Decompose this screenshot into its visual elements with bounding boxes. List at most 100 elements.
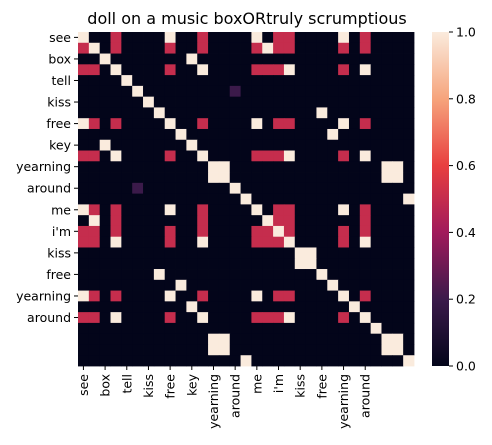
heatmap-cell [110,344,122,356]
heatmap-cell [121,204,133,216]
heatmap-cell [392,344,404,356]
heatmap-cell [99,182,111,195]
heatmap-cell [132,279,144,291]
heatmap-cell [251,128,263,141]
heatmap-cell [403,344,415,356]
heatmap-cell [175,96,187,108]
heatmap-cell [197,215,209,227]
heatmap-cell [327,193,339,205]
heatmap-cell [370,322,382,335]
heatmap-cell [197,236,209,248]
heatmap-cell [121,75,133,87]
heatmap-cell [348,344,361,356]
heatmap-cell [262,290,274,302]
heatmap-cell [218,279,231,291]
heatmap-cell [305,204,317,216]
heatmap-cell [229,128,241,141]
heatmap-cell [218,204,231,216]
heatmap-cell [316,312,328,324]
heatmap-cell [338,258,350,270]
heatmap-cell [273,333,285,345]
heatmap-cell [316,301,328,313]
heatmap-cell [186,118,198,130]
heatmap-cell [240,182,252,195]
heatmap-cell [262,258,274,270]
heatmap-cell [78,42,90,54]
heatmap-cell [403,75,415,87]
heatmap-cell [78,32,90,44]
heatmap-cell [381,301,393,313]
heatmap-cell [110,139,122,151]
heatmap-cell [218,118,231,130]
x-tick-label: tell [119,374,134,394]
heatmap-cell [186,247,198,259]
heatmap-cell [132,96,144,108]
heatmap-cell [294,269,307,281]
heatmap-cell [327,269,339,281]
heatmap-cell [327,42,339,54]
heatmap-cell [175,236,187,248]
heatmap-cell [370,290,382,302]
heatmap-cell [370,53,382,65]
y-tick-label: kiss [47,95,71,110]
heatmap-cell [240,118,252,130]
heatmap-cell [348,118,361,130]
heatmap-cell [208,42,220,54]
heatmap-cell [403,32,415,44]
heatmap-cell [240,355,252,367]
heatmap-cell [99,118,111,130]
heatmap-cell [338,182,350,195]
heatmap-cell [262,344,274,356]
heatmap-cell [370,204,382,216]
heatmap-cell [121,215,133,227]
heatmap-cell [208,290,220,302]
heatmap-cell [143,64,155,76]
heatmap-cell [359,128,372,141]
y-tick-label: box [48,51,71,66]
heatmap-cell [392,53,404,65]
heatmap-cell [121,182,133,195]
heatmap-cell [359,150,372,162]
heatmap-cell [316,258,328,270]
heatmap-cell [110,204,122,216]
heatmap-cell [262,193,274,205]
heatmap-cell [348,215,361,227]
heatmap-cell [392,75,404,87]
heatmap-cell [305,215,317,227]
heatmap-cell [370,150,382,162]
heatmap-cell [370,225,382,238]
heatmap-cell [359,53,372,65]
heatmap-cell [305,344,317,356]
heatmap-cell [403,258,415,270]
heatmap-cell [305,107,317,119]
heatmap-cell [218,312,231,324]
heatmap-cell [370,355,382,367]
heatmap-cell [186,312,198,324]
heatmap-cell [229,139,241,151]
heatmap-cell [262,215,274,227]
heatmap-cell [143,247,155,259]
heatmap-cell [403,139,415,151]
heatmap-cell [164,322,176,335]
heatmap-cell [78,258,90,270]
heatmap-cell [153,355,166,367]
heatmap-cell [240,312,252,324]
heatmap-cell [338,75,350,87]
heatmap-cell [327,64,339,76]
heatmap-cell [294,139,307,151]
heatmap-cell [392,42,404,54]
heatmap-cell [305,96,317,108]
heatmap-cell [88,204,101,216]
heatmap-cell [229,193,241,205]
heatmap-cell [229,64,241,76]
heatmap-cell [327,118,339,130]
heatmap-cell [392,312,404,324]
heatmap-cell [348,236,361,248]
heatmap-cell [392,279,404,291]
heatmap-cell [305,42,317,54]
heatmap-cell [132,204,144,216]
heatmap-cell [121,118,133,130]
heatmap-cell [273,247,285,259]
heatmap-cell [121,139,133,151]
heatmap-cell [164,161,176,173]
